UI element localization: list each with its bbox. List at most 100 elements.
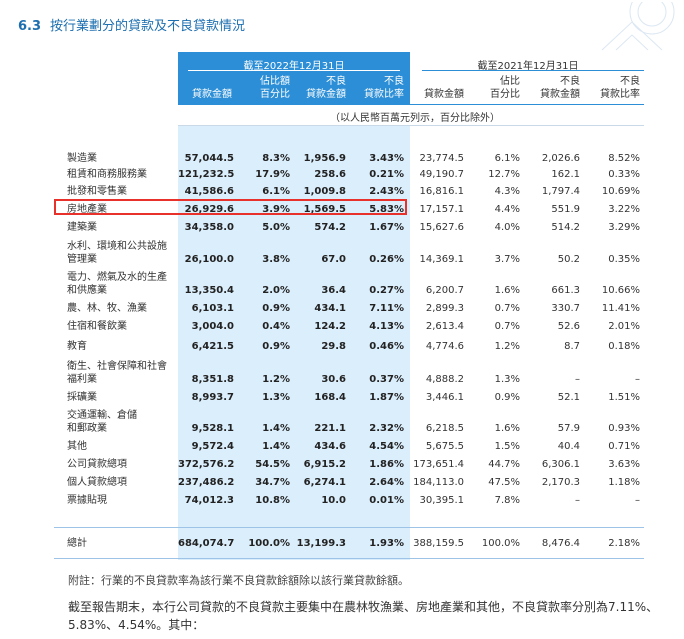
table-cell: 10.0	[321, 495, 346, 506]
table-cell: 8,993.7	[191, 392, 234, 403]
section-title: 按行業劃分的貸款及不良貸款情況	[50, 19, 246, 34]
current-period-column-band	[178, 126, 410, 560]
table-cell: 44.7%	[488, 459, 520, 470]
table-cell: 8.3%	[262, 153, 290, 164]
table-cell: 30,395.1	[419, 495, 464, 506]
table-cell: 26,929.6	[184, 204, 234, 215]
table-cell: 1.51%	[608, 392, 640, 403]
prior-col-header-share-line2: 百分比	[490, 89, 520, 100]
table-cell: 34,358.0	[184, 222, 234, 233]
industry-label: 衛生、社會保障和社會	[67, 361, 167, 372]
total-cell: 388,159.5	[413, 538, 464, 549]
current-period-underline	[188, 70, 400, 71]
table-cell: 1.4%	[262, 423, 290, 434]
industry-label: 農、林、牧、漁業	[67, 303, 147, 314]
table-cell: 0.9%	[262, 341, 290, 352]
industry-label: 福利業	[67, 374, 97, 385]
table-cell: –	[575, 495, 580, 506]
table-cell: 1,797.4	[541, 186, 580, 197]
industry-label: 水利、環境和公共設施	[67, 241, 167, 252]
table-cell: 36.4	[321, 285, 346, 296]
table-cell: 2.01%	[608, 321, 640, 332]
table-cell: 57,044.5	[184, 153, 234, 164]
table-cell: 2.43%	[369, 186, 404, 197]
table-cell: 1.67%	[369, 222, 404, 233]
table-cell: 49,190.7	[419, 169, 464, 180]
table-cell: 34.7%	[255, 477, 290, 488]
table-cell: 1.2%	[262, 374, 290, 385]
table-cell: 0.01%	[369, 495, 404, 506]
industry-label: 批發和零售業	[67, 186, 127, 197]
unit-rule	[178, 125, 644, 126]
table-cell: 52.1	[557, 392, 580, 403]
table-cell: 0.35%	[608, 254, 640, 265]
header-rule	[178, 104, 644, 105]
table-cell: 16,816.1	[419, 186, 464, 197]
table-cell: 10.8%	[255, 495, 290, 506]
col-header-share-line2: 百分比	[260, 89, 290, 100]
table-cell: 7.11%	[369, 303, 404, 314]
table-cell: 0.46%	[369, 341, 404, 352]
bottom-rule	[54, 558, 644, 559]
table-cell: 1.87%	[369, 392, 404, 403]
prior-col-header-loan-amount: 貸款金額	[424, 89, 464, 100]
table-cell: 8,351.8	[191, 374, 234, 385]
table-cell: 11.41%	[601, 303, 640, 314]
industry-label: 教育	[67, 341, 87, 352]
table-cell: 1.3%	[262, 392, 290, 403]
table-cell: 2.32%	[369, 423, 404, 434]
table-cell: 3.63%	[608, 459, 640, 470]
table-cell: 4.54%	[369, 441, 404, 452]
table-cell: 258.6	[314, 169, 346, 180]
table-cell: 13,350.4	[184, 285, 234, 296]
industry-label: 和郵政業	[67, 423, 107, 434]
total-cell: 100.0%	[481, 538, 520, 549]
total-cell: 8,476.4	[541, 538, 580, 549]
current-period-header-band	[178, 52, 410, 104]
table-cell: 1.6%	[494, 423, 520, 434]
table-cell: 2.0%	[262, 285, 290, 296]
current-period-label: 截至2022年12月31日	[243, 61, 345, 72]
table-cell: 17,157.1	[419, 204, 464, 215]
table-cell: 1,569.5	[303, 204, 346, 215]
table-cell: 6,306.1	[541, 459, 580, 470]
table-cell: 6.1%	[494, 153, 520, 164]
table-cell: 6.1%	[262, 186, 290, 197]
table-cell: 330.7	[551, 303, 580, 314]
industry-label: 建築業	[67, 222, 97, 233]
industry-label: 房地產業	[67, 204, 107, 215]
table-cell: 1.86%	[369, 459, 404, 470]
table-cell: 6,274.1	[303, 477, 346, 488]
table-cell: 1.3%	[494, 374, 520, 385]
industry-label: 電力、燃氣及水的生產	[67, 272, 167, 283]
table-cell: 6,200.7	[425, 285, 464, 296]
industry-label: 公司貸款總項	[67, 459, 127, 470]
industry-label: 票據貼現	[67, 495, 107, 506]
table-cell: 3,446.1	[425, 392, 464, 403]
prior-col-header-share-line1: 佔比	[500, 76, 520, 87]
table-cell: 237,486.2	[178, 477, 235, 488]
table-cell: 8.52%	[608, 153, 640, 164]
table-cell: 4.0%	[494, 222, 520, 233]
table-cell: 12.7%	[488, 169, 520, 180]
table-cell: 0.71%	[608, 441, 640, 452]
table-cell: 221.1	[314, 423, 346, 434]
table-cell: 9,572.4	[191, 441, 234, 452]
table-cell: 0.7%	[494, 321, 520, 332]
industry-label: 和供應業	[67, 285, 107, 296]
table-cell: 0.37%	[369, 374, 404, 385]
table-cell: 29.8	[321, 341, 346, 352]
table-cell: 52.6	[557, 321, 580, 332]
table-cell: 15,627.6	[419, 222, 464, 233]
table-cell: 26,100.0	[184, 254, 234, 265]
table-cell: 8.7	[564, 341, 580, 352]
table-cell: 0.21%	[369, 169, 404, 180]
table-cell: 0.4%	[262, 321, 290, 332]
table-cell: 41,586.6	[184, 186, 234, 197]
industry-label: 租賃和商務服務業	[67, 169, 147, 180]
table-cell: 3.29%	[608, 222, 640, 233]
real-estate-row-highlight	[54, 199, 407, 215]
table-cell: 67.0	[321, 254, 346, 265]
col-header-ratio-line2: 貸款比率	[364, 89, 404, 100]
table-cell: 162.1	[551, 169, 580, 180]
